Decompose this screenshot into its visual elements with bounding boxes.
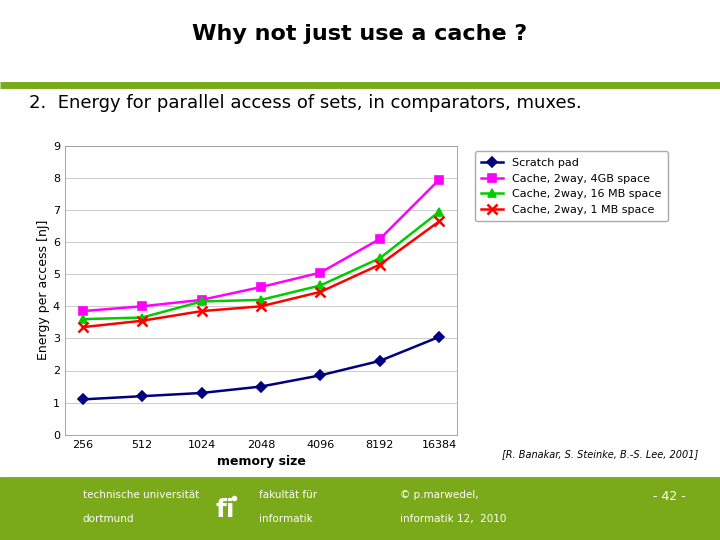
Text: technische universität: technische universität [83, 490, 199, 501]
Text: tu: tu [28, 498, 58, 522]
Text: - 42 -: - 42 - [653, 490, 686, 503]
Text: fi: fi [215, 498, 235, 522]
Text: [R. Banakar, S. Steinke, B.-S. Lee, 2001]: [R. Banakar, S. Steinke, B.-S. Lee, 2001… [502, 449, 698, 460]
Text: fakultät für: fakultät für [259, 490, 318, 501]
Text: dortmund: dortmund [83, 514, 135, 524]
X-axis label: memory size: memory size [217, 455, 305, 468]
Text: © p.marwedel,: © p.marwedel, [400, 490, 478, 501]
Text: informatik: informatik [259, 514, 313, 524]
Y-axis label: Energy per access [nJ]: Energy per access [nJ] [37, 220, 50, 360]
Text: Why not just use a cache ?: Why not just use a cache ? [192, 24, 528, 44]
Text: informatik 12,  2010: informatik 12, 2010 [400, 514, 506, 524]
Text: 2.  Energy for parallel access of sets, in comparators, muxes.: 2. Energy for parallel access of sets, i… [29, 94, 582, 112]
Legend: Scratch pad, Cache, 2way, 4GB space, Cache, 2way, 16 MB space, Cache, 2way, 1 MB: Scratch pad, Cache, 2way, 4GB space, Cac… [474, 151, 668, 221]
